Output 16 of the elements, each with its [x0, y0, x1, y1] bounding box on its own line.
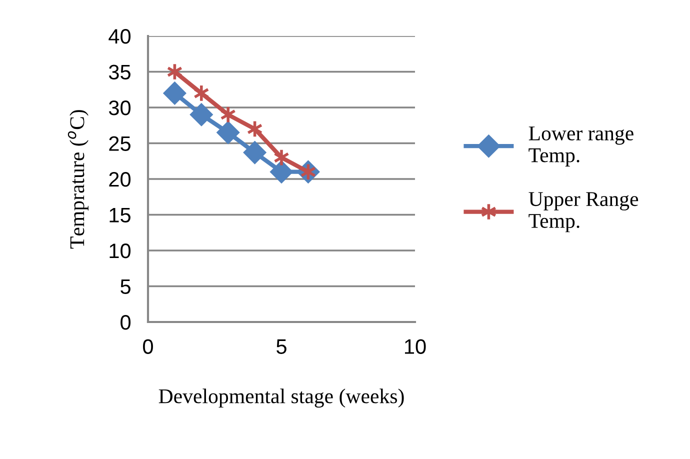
y-tick-label: 15	[110, 208, 130, 223]
x-tick-label: 5	[276, 339, 286, 354]
y-tick-label: 40	[108, 29, 131, 44]
legend-label: Lower range Temp.	[528, 126, 634, 166]
y-tick-label: 20	[109, 172, 131, 187]
y-tick-label: 10	[110, 244, 131, 258]
y-tick-label: 0	[120, 315, 131, 330]
y-tick-label: 30	[108, 100, 131, 116]
y-tick-label: 5	[120, 279, 130, 294]
y-tick-label: 35	[108, 64, 130, 80]
legend-label: Upper Range Temp.	[528, 192, 638, 232]
y-axis-title: Temprature ($^{o}$C)	[68, 110, 88, 249]
x-tick-label: 10	[405, 339, 426, 354]
y-tick-label: 25	[109, 136, 130, 152]
x-axis-title: Developmental stage (weeks)	[158, 388, 404, 408]
x-tick-label: 0	[143, 339, 153, 354]
